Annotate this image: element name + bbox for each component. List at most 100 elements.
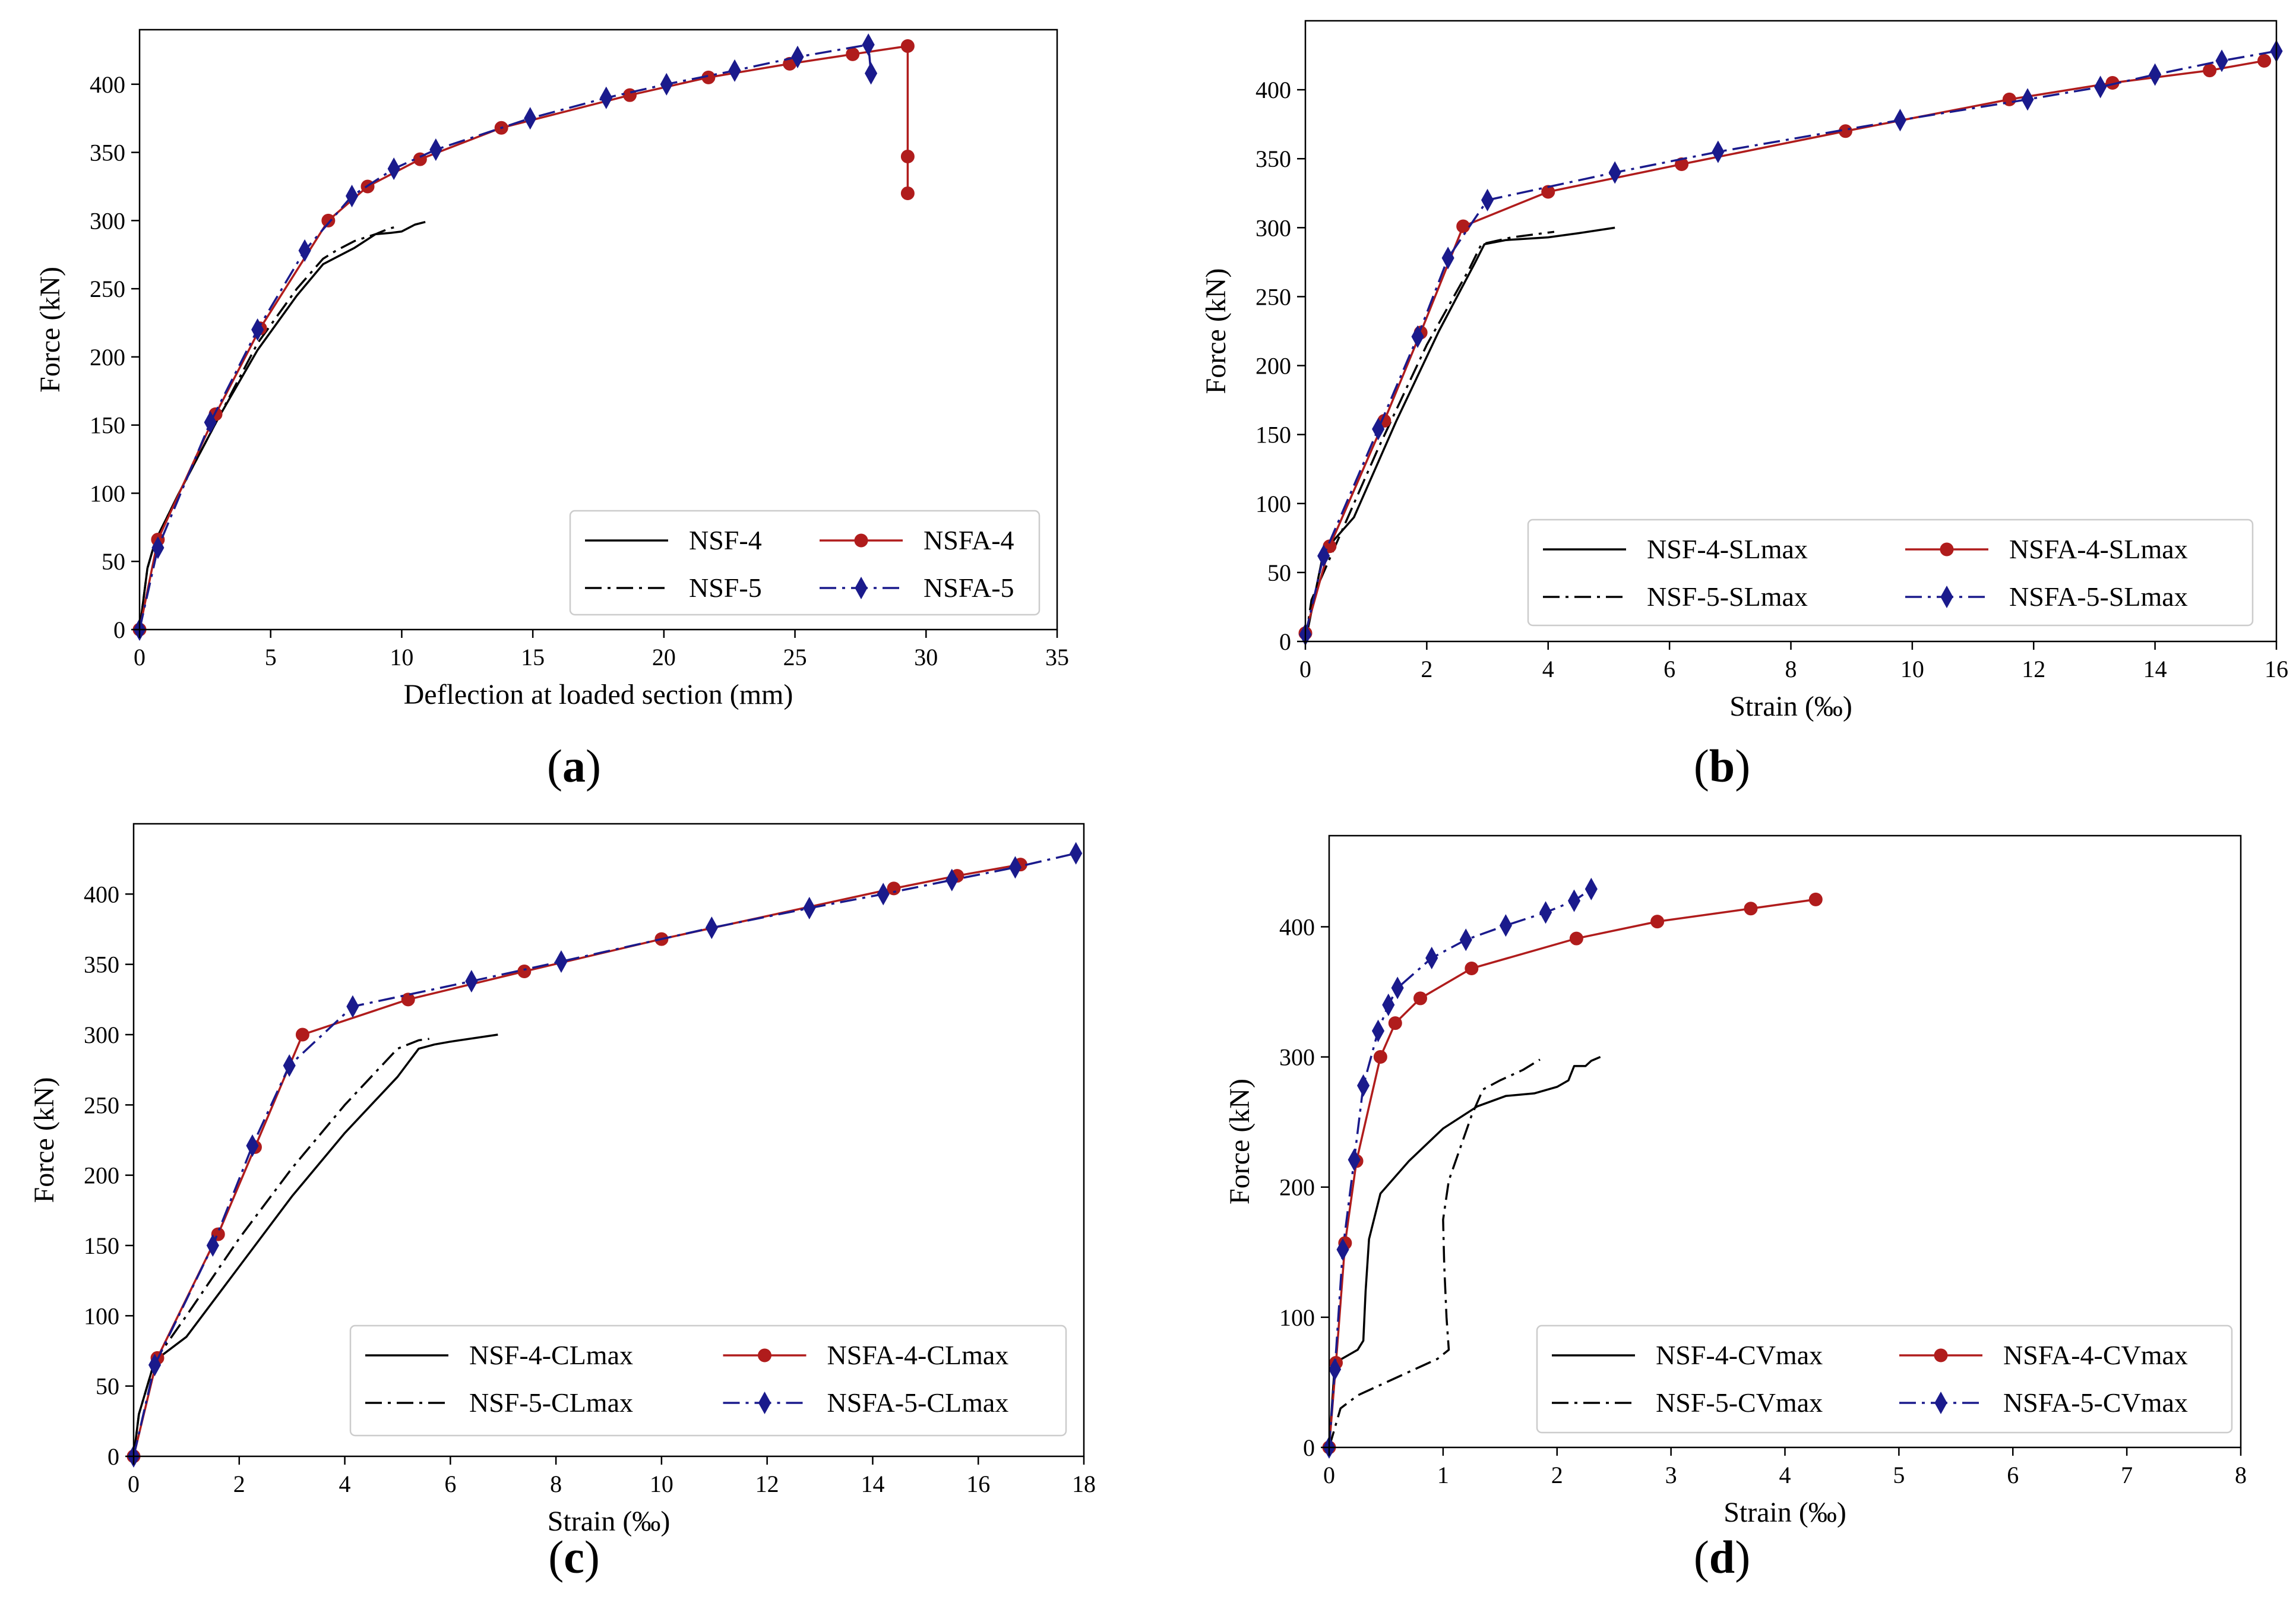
legend-label: NSFA-4-SLmax: [2009, 534, 2188, 564]
series-line: [138, 225, 400, 630]
y-tick-label: 100: [1255, 491, 1291, 517]
x-axis-label: Strain (‰): [548, 1506, 671, 1537]
data-point: [1070, 842, 1083, 865]
x-tick-label: 5: [265, 644, 277, 671]
series-NSF-5-CVmax: [1328, 1058, 1541, 1448]
x-tick-label: 2: [1551, 1462, 1563, 1488]
x-tick-label: 1: [1437, 1462, 1449, 1488]
data-point: [1539, 901, 1552, 924]
y-axis-label: Force (kN): [1200, 268, 1232, 394]
caption-c: (c): [548, 1531, 600, 1583]
x-tick-label: 8: [2235, 1462, 2247, 1488]
series-line: [1328, 888, 1592, 1448]
x-tick-label: 10: [390, 644, 413, 671]
legend-label: NSF-5-CVmax: [1656, 1387, 1823, 1418]
legend-box: [569, 510, 1041, 616]
data-point: [1317, 544, 1330, 568]
chart-b-svg: 0 2 4 6 8 10 12 14 16 0 50 100 150 200 250 300 350 400 Str…: [1200, 20, 2288, 722]
data-point: [791, 45, 804, 68]
x-tick-label: 10: [1900, 656, 1924, 682]
x-tick-label: 0: [134, 644, 146, 671]
data-point: [1008, 856, 1022, 879]
data-point: [1441, 246, 1454, 270]
data-point: [865, 62, 878, 85]
x-tick-label: 7: [2121, 1462, 2133, 1488]
chart-panel-c: 0 2 4 6 8 10 12 14 16 18 0 50 100 150 200 250 300 350 400 S…: [0, 803, 1148, 1606]
x-tick-label: 16: [966, 1471, 990, 1497]
caption-d: (d): [1693, 1531, 1751, 1583]
x-tick-label: 2: [1421, 656, 1432, 682]
y-tick-label: 200: [84, 1162, 119, 1189]
x-tick-label: 14: [2143, 656, 2167, 682]
data-point: [728, 59, 741, 82]
chart-c-svg: 0 2 4 6 8 10 12 14 16 18 0 50 100 150 200 250 300 350 400 S…: [29, 823, 1096, 1537]
y-axis-label: Force (kN): [29, 1077, 60, 1203]
y-tick-label: 250: [90, 276, 125, 302]
data-point: [705, 916, 718, 940]
x-tick-label: 35: [1045, 644, 1069, 671]
y-tick-label: 300: [90, 207, 125, 234]
legend-marker: [1934, 1391, 1947, 1415]
data-point: [517, 965, 532, 978]
y-tick-label: 350: [1255, 146, 1291, 172]
y-tick-label: 50: [1267, 559, 1291, 586]
y-tick-label: 250: [1255, 283, 1291, 310]
x-tick-label: 6: [444, 1471, 456, 1497]
data-point: [1413, 991, 1427, 1006]
y-axis-label: Force (kN): [1224, 1079, 1255, 1204]
series-NSF-4: [138, 220, 426, 630]
y-tick-label: 400: [1279, 913, 1315, 940]
legend: NSF-4 NSF-5 NSFA-4 NSFA-5: [569, 510, 1041, 616]
legend-box: [349, 1324, 1067, 1437]
x-tick-label: 12: [2022, 656, 2045, 682]
legend-marker: [1934, 1348, 1948, 1362]
data-point: [660, 72, 673, 96]
data-point: [2203, 64, 2217, 78]
data-point: [1608, 161, 1621, 184]
data-point: [465, 970, 478, 993]
legend-label: NSF-4-SLmax: [1647, 534, 1808, 564]
data-point: [1459, 928, 1472, 951]
legend: NSF-4-CVmax NSF-5-CVmax NSFA-4-CVmax NSFA-5…: [1536, 1324, 2233, 1434]
data-point: [1481, 188, 1494, 211]
data-point: [1373, 1050, 1387, 1064]
plot-frame: [138, 29, 1058, 631]
series-line: [1304, 230, 1555, 642]
legend-label: NSFA-4-CVmax: [2003, 1340, 2188, 1370]
y-tick-label: 100: [84, 1302, 119, 1329]
data-point: [1456, 219, 1470, 233]
data-point: [148, 1354, 162, 1377]
series-line: [1304, 226, 1615, 642]
series-NSF-4-CVmax: [1328, 1055, 1601, 1448]
x-tick-label: 20: [652, 644, 676, 671]
x-tick-label: 4: [339, 1471, 351, 1497]
x-tick-label: 8: [1785, 656, 1797, 682]
x-tick-label: 18: [1072, 1471, 1096, 1497]
x-tick-label: 0: [128, 1471, 140, 1497]
y-tick-label: 250: [84, 1092, 119, 1118]
data-point: [900, 186, 915, 200]
data-point: [387, 157, 400, 181]
series-line: [138, 43, 872, 630]
data-point: [1372, 418, 1385, 441]
data-point: [1388, 1016, 1402, 1030]
data-point: [1329, 1358, 1342, 1381]
data-point: [900, 149, 915, 163]
y-tick-label: 400: [84, 881, 119, 908]
y-tick-label: 100: [90, 480, 125, 507]
data-point: [1893, 109, 1907, 132]
series-line: [138, 220, 426, 630]
data-point: [204, 411, 217, 434]
series-NSF-5-CLmax: [132, 1038, 430, 1457]
data-point: [1808, 892, 1823, 906]
legend: NSF-4-CLmax NSF-5-CLmax NSFA-4-CLmax NSFA-5…: [349, 1324, 1067, 1437]
y-tick-label: 0: [107, 1443, 119, 1470]
data-point: [1391, 976, 1404, 1000]
x-tick-label: 16: [2265, 656, 2288, 682]
data-point: [206, 1234, 219, 1257]
y-tick-label: 150: [84, 1232, 119, 1259]
x-tick-label: 14: [861, 1471, 884, 1497]
data-point: [295, 1028, 309, 1042]
data-point: [2021, 88, 2034, 111]
legend-label: NSF-5-SLmax: [1647, 581, 1808, 612]
